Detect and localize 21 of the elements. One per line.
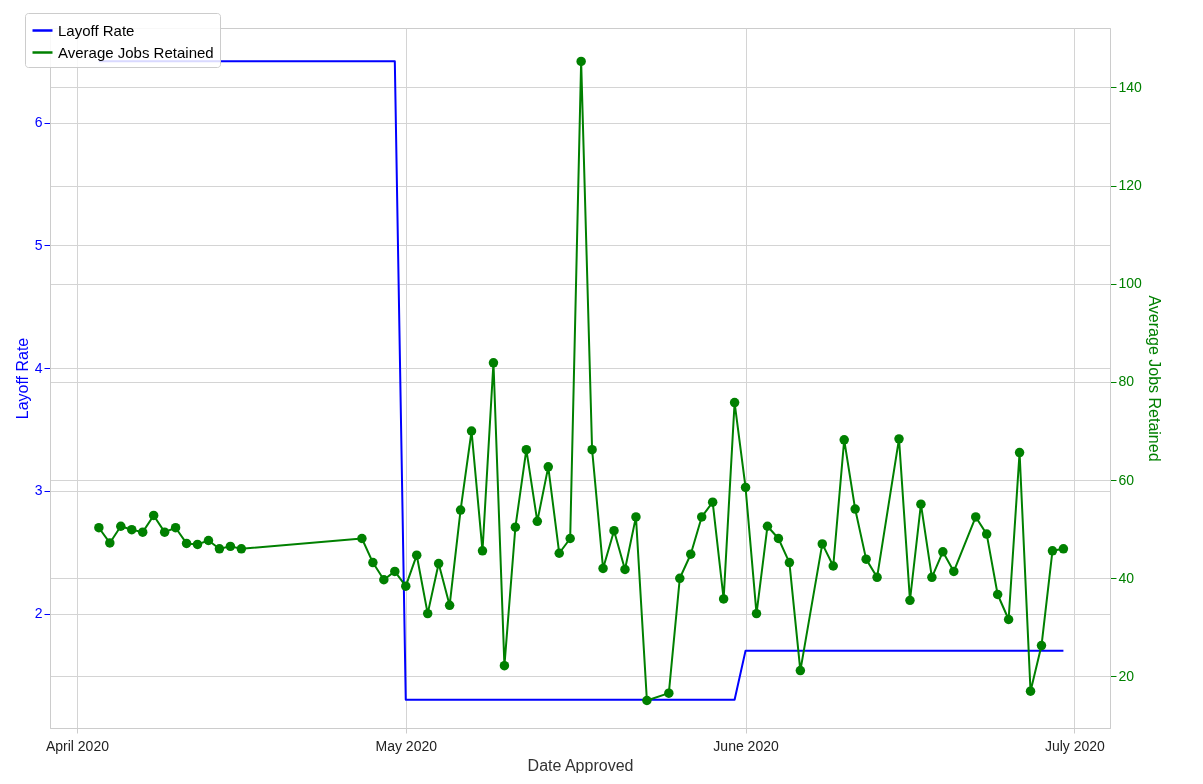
y-axis-title: Layoff Rate	[13, 337, 31, 420]
y-tick-label: 4	[34, 359, 43, 376]
x-tick-label: April 2020	[45, 737, 110, 754]
y2-axis-title: Average Jobs Retained	[1145, 295, 1163, 462]
y2-tick-label: 40	[1118, 569, 1135, 586]
y2-tick-label: 80	[1118, 373, 1135, 390]
y2-tick-label: 20	[1118, 667, 1135, 684]
y-tick-label: 3	[34, 482, 43, 499]
legend-label: Average Jobs Retained	[58, 43, 214, 61]
x-tick-label: June 2020	[713, 737, 779, 754]
y-tick-label: 2	[34, 605, 43, 622]
y-tick-label: 6	[34, 114, 43, 131]
y2-tick-label: 100	[1118, 275, 1143, 292]
x-tick-label: July 2020	[1044, 737, 1106, 754]
y-tick-label: 5	[34, 236, 43, 253]
y2-tick-label: 60	[1118, 471, 1135, 488]
legend-label: Layoff Rate	[58, 21, 135, 39]
y2-tick-label: 140	[1118, 78, 1143, 95]
x-axis-title: Date Approved	[527, 756, 634, 774]
x-tick-label: May 2020	[375, 737, 438, 754]
y2-tick-label: 120	[1118, 177, 1143, 194]
